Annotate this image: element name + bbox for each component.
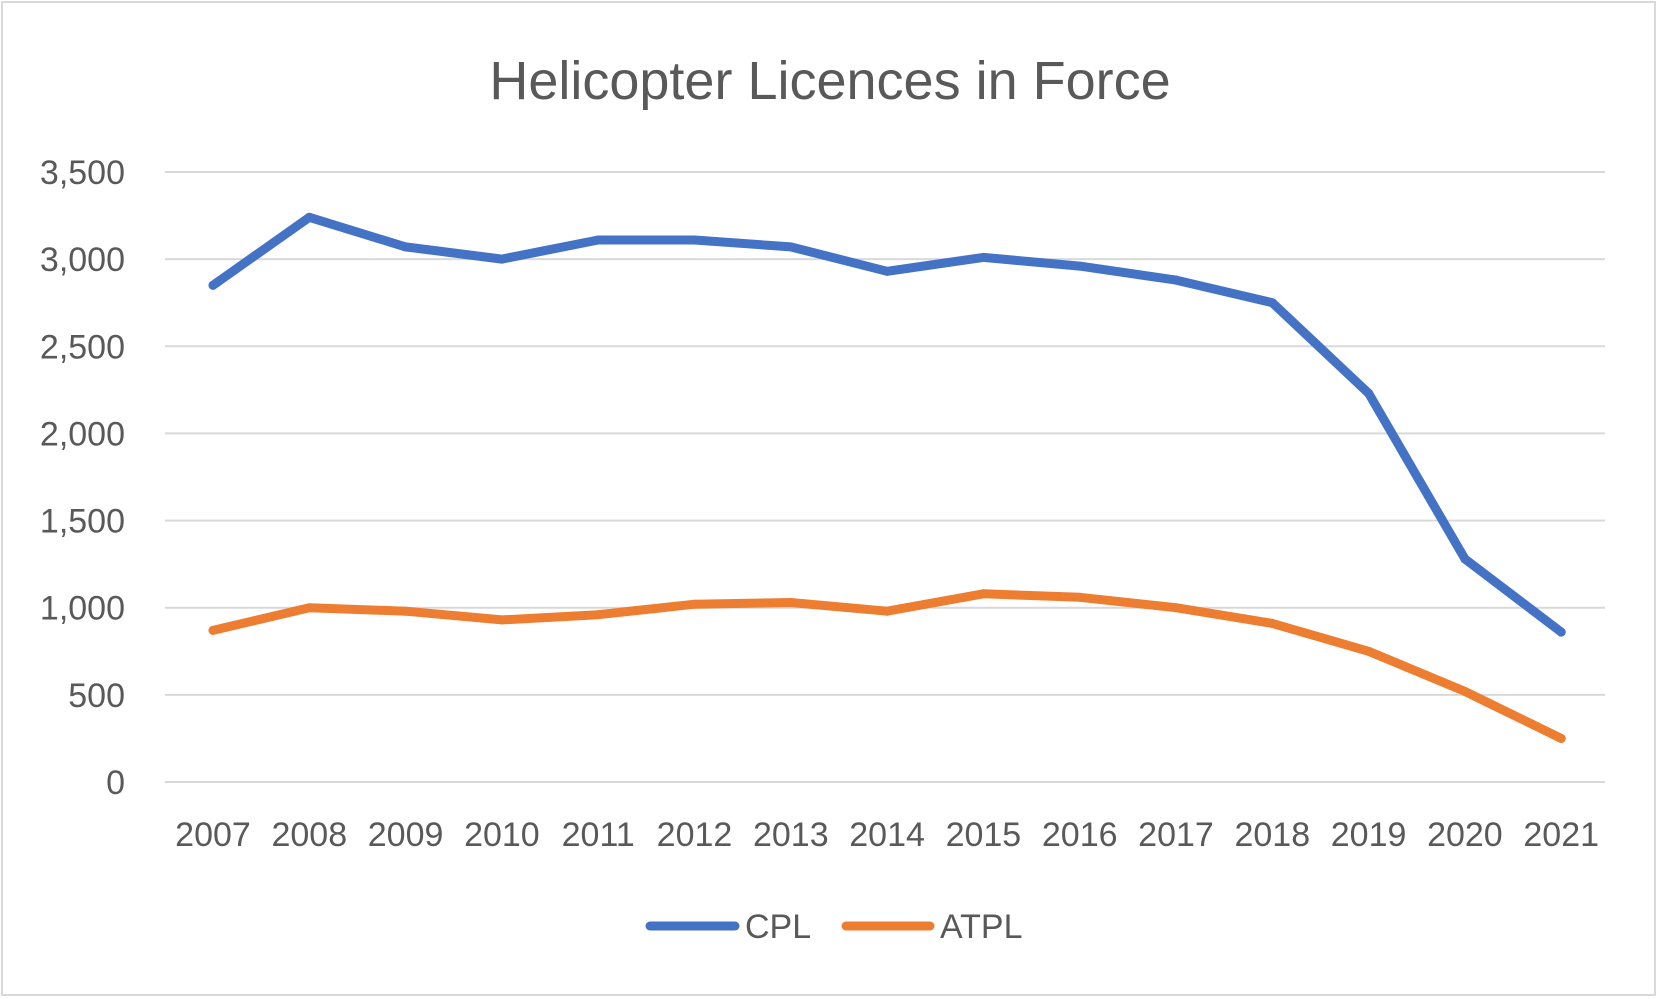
y-tick-label: 3,500 (40, 154, 125, 192)
y-tick-label: 0 (106, 764, 125, 802)
data-point-cpl (786, 242, 796, 252)
data-point-atpl (497, 615, 507, 625)
data-point-atpl (1460, 686, 1470, 696)
x-tick-label: 2020 (1427, 816, 1503, 854)
data-point-cpl (1556, 627, 1566, 637)
data-point-atpl (1075, 592, 1085, 602)
x-tick-label: 2007 (175, 816, 251, 854)
data-point-atpl (401, 606, 411, 616)
data-point-cpl (593, 235, 603, 245)
data-point-atpl (690, 599, 699, 609)
data-point-cpl (208, 280, 218, 290)
x-tick-label: 2019 (1331, 816, 1407, 854)
data-point-atpl (882, 606, 892, 616)
data-point-cpl (690, 235, 699, 245)
x-tick-label: 2015 (946, 816, 1022, 854)
x-tick-label: 2013 (753, 816, 829, 854)
data-point-atpl (786, 597, 796, 607)
x-tick-label: 2021 (1523, 816, 1599, 854)
x-tick-label: 2009 (368, 816, 444, 854)
y-tick-label: 500 (68, 677, 125, 715)
data-point-cpl (978, 252, 988, 262)
data-point-atpl (1267, 618, 1277, 628)
legend-label-atpl: ATPL (940, 908, 1023, 946)
x-tick-label: 2010 (464, 816, 540, 854)
y-tick-label: 2,500 (40, 328, 125, 366)
data-point-cpl (1364, 388, 1374, 398)
legend-label-cpl: CPL (745, 908, 811, 946)
chart-title: Helicopter Licences in Force (489, 51, 1170, 111)
y-axis-ticks: 0 500 1,000 1,500 2,000 2,500 3,000 3,500 (40, 154, 125, 802)
data-point-atpl (1171, 603, 1181, 613)
x-tick-label: 2018 (1234, 816, 1310, 854)
x-tick-label: 2017 (1138, 816, 1214, 854)
data-point-cpl (497, 254, 507, 264)
y-tick-label: 1,500 (40, 503, 125, 541)
data-point-cpl (401, 242, 411, 252)
data-point-cpl (1171, 275, 1181, 285)
data-point-cpl (304, 212, 314, 222)
x-tick-label: 2008 (271, 816, 347, 854)
data-point-atpl (593, 610, 603, 620)
x-tick-label: 2014 (849, 816, 925, 854)
data-point-cpl (1075, 261, 1085, 271)
x-tick-label: 2012 (657, 816, 733, 854)
data-point-atpl (208, 625, 218, 635)
x-tick-label: 2011 (562, 816, 635, 854)
data-point-atpl (978, 589, 988, 599)
series-line-cpl (208, 212, 1566, 637)
y-tick-label: 3,000 (40, 241, 125, 279)
x-axis-ticks: 2007 2008 2009 2010 2011 2012 2013 2014 2015 2016… (175, 816, 1599, 854)
y-tick-label: 2,000 (40, 415, 125, 453)
series-lines (208, 212, 1566, 743)
data-point-atpl (1364, 646, 1374, 656)
y-tick-label: 1,000 (40, 590, 125, 628)
legend: CPL ATPL (645, 908, 1023, 946)
gridlines (165, 171, 1605, 783)
data-point-cpl (1460, 554, 1470, 564)
data-point-atpl (1556, 733, 1566, 743)
x-tick-label: 2016 (1042, 816, 1118, 854)
data-point-cpl (882, 266, 892, 276)
data-point-atpl (304, 603, 314, 613)
data-point-cpl (1267, 298, 1277, 308)
